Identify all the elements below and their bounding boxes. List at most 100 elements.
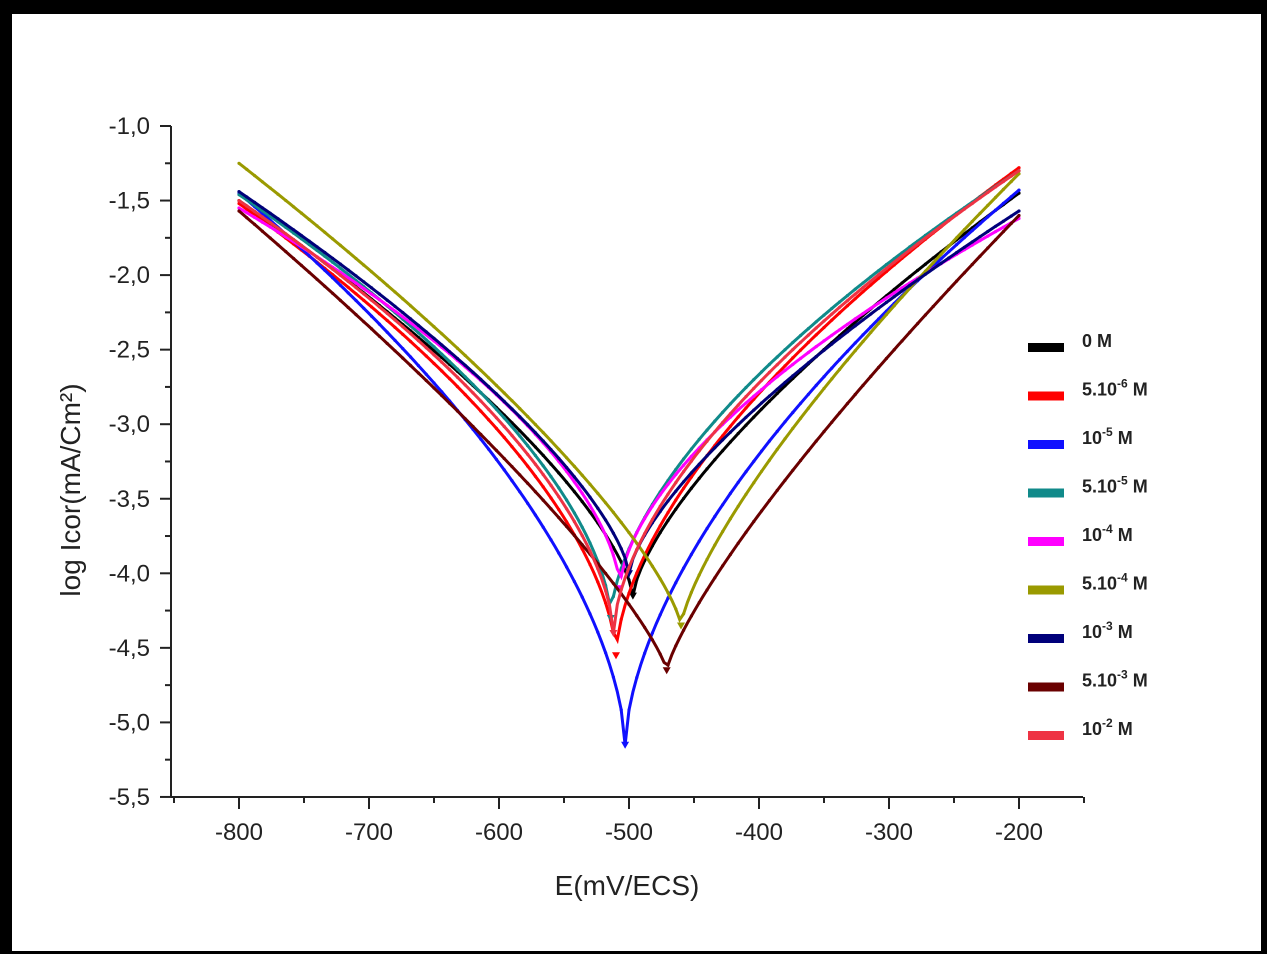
- data-point: [253, 210, 256, 213]
- data-point: [682, 480, 685, 483]
- data-point: [448, 377, 451, 380]
- data-point: [401, 347, 404, 350]
- data-point: [893, 261, 896, 264]
- data-point: [526, 437, 529, 440]
- data-point: [893, 304, 896, 307]
- data-point: [323, 269, 326, 272]
- data-point: [737, 432, 740, 435]
- data-point: [393, 326, 396, 329]
- data-point: [705, 454, 708, 457]
- data-point: [947, 250, 950, 253]
- x-tick-label: -500: [605, 819, 653, 846]
- data-point: [682, 487, 685, 490]
- data-point: [581, 534, 584, 537]
- axes: [171, 126, 1083, 797]
- data-point: [815, 333, 818, 336]
- data-point: [682, 497, 685, 500]
- data-point: [620, 521, 623, 524]
- data-point: [565, 481, 568, 484]
- x-tick-label: -400: [735, 819, 783, 846]
- data-point: [409, 355, 412, 358]
- data-point: [690, 591, 693, 594]
- data-point: [471, 425, 474, 428]
- data-point: [518, 407, 521, 410]
- data-point: [573, 480, 576, 483]
- x-tick-label: -600: [475, 819, 523, 846]
- data-point: [713, 544, 716, 547]
- data-point: [955, 280, 958, 283]
- legend-item: 10-2 M: [1028, 716, 1133, 740]
- data-point: [721, 438, 724, 441]
- data-point: [588, 504, 591, 507]
- data-point: [830, 307, 833, 310]
- data-point: [854, 317, 857, 320]
- data-point: [729, 412, 732, 415]
- data-point: [1010, 195, 1013, 198]
- data-point: [308, 240, 311, 243]
- data-point: [503, 436, 506, 439]
- data-point: [518, 443, 521, 446]
- data-point: [744, 493, 747, 496]
- data-point: [924, 313, 927, 316]
- data-point: [503, 416, 506, 419]
- data-point: [846, 294, 849, 297]
- data-point: [682, 612, 685, 615]
- data-point: [861, 340, 864, 343]
- data-point: [620, 575, 623, 578]
- data-point: [768, 440, 771, 443]
- data-point: [534, 490, 537, 493]
- data-point: [721, 449, 724, 452]
- y-tick-label: -2,5: [109, 337, 150, 364]
- data-point: [534, 454, 537, 457]
- data-point: [292, 257, 295, 260]
- data-point: [581, 500, 584, 503]
- data-point: [932, 267, 935, 270]
- data-point: [308, 218, 311, 221]
- data-point: [776, 363, 779, 366]
- data-point: [807, 341, 810, 344]
- data-point: [900, 339, 903, 342]
- data-point: [510, 445, 513, 448]
- data-point: [526, 415, 529, 418]
- legend-item: 10-3 M: [1028, 619, 1133, 643]
- legend-label: 5.10-6 M: [1082, 377, 1148, 400]
- data-point: [729, 402, 732, 405]
- data-point: [331, 276, 334, 279]
- data-point: [838, 306, 841, 309]
- data-point: [659, 531, 662, 534]
- data-point: [331, 261, 334, 264]
- data-point: [698, 540, 701, 543]
- data-point: [752, 460, 755, 463]
- data-point: [822, 349, 825, 352]
- data-point: [565, 456, 568, 459]
- data-point: [432, 362, 435, 365]
- data-point: [237, 206, 240, 209]
- data-point: [261, 230, 264, 233]
- data-point: [877, 273, 880, 276]
- data-point: [885, 296, 888, 299]
- data-point: [269, 236, 272, 239]
- data-point: [510, 479, 513, 482]
- data-point: [542, 526, 545, 529]
- data-point: [869, 312, 872, 315]
- data-point: [557, 471, 560, 474]
- data-point: [237, 190, 240, 193]
- data-point: [643, 553, 646, 556]
- data-point: [245, 168, 248, 171]
- data-point: [269, 212, 272, 215]
- data-point: [939, 262, 942, 265]
- data-point: [861, 333, 864, 336]
- data-point: [822, 339, 825, 342]
- data-point: [721, 421, 724, 424]
- data-point: [378, 312, 381, 315]
- data-point: [354, 257, 357, 260]
- data-point: [877, 269, 880, 272]
- plot-area: [237, 162, 1020, 749]
- data-point: [573, 465, 576, 468]
- data-point: [549, 448, 552, 451]
- data-point: [542, 485, 545, 488]
- data-point: [760, 370, 763, 373]
- data-point: [666, 591, 669, 594]
- data-point: [573, 580, 576, 583]
- data-point: [386, 312, 389, 315]
